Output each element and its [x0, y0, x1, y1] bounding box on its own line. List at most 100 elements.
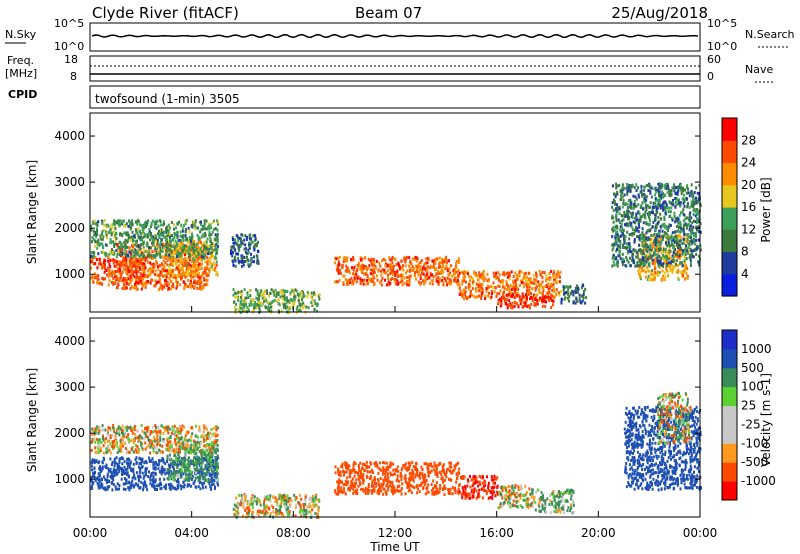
data-cell [92, 237, 95, 241]
data-cell [144, 258, 147, 262]
data-cell [434, 261, 437, 265]
data-cell [117, 249, 120, 253]
data-cell [525, 279, 527, 283]
data-cell [298, 302, 301, 306]
data-cell [168, 277, 171, 281]
data-cell [201, 271, 204, 275]
data-cell [240, 290, 243, 293]
data-cell [505, 283, 508, 286]
data-cell [680, 270, 683, 274]
data-cell [281, 297, 284, 301]
data-cell [634, 248, 637, 252]
data-cell [668, 246, 671, 250]
data-cell [94, 478, 97, 482]
data-cell [154, 279, 157, 283]
data-cell [239, 296, 242, 300]
data-cell [688, 194, 691, 198]
data-cell [153, 220, 156, 224]
data-cell [440, 257, 443, 261]
data-cell [687, 222, 690, 226]
data-cell [660, 251, 663, 255]
data-cell [647, 189, 650, 192]
data-cell [646, 243, 649, 247]
data-cell [303, 304, 306, 308]
data-cell [258, 301, 260, 304]
data-cell [263, 295, 266, 299]
data-cell [549, 296, 552, 300]
data-cell [104, 230, 107, 234]
data-cell [137, 233, 140, 237]
data-cell [197, 485, 200, 489]
data-cell [149, 261, 152, 265]
data-cell [93, 219, 96, 223]
data-cell [653, 270, 656, 274]
data-cell [579, 301, 582, 304]
data-cell [194, 244, 197, 248]
data-cell [154, 284, 157, 288]
data-cell [169, 270, 172, 274]
data-cell [141, 277, 144, 281]
data-cell [649, 276, 652, 280]
data-cell [684, 264, 687, 268]
data-cell [408, 281, 411, 285]
data-cell [653, 251, 656, 255]
data-cell [156, 238, 159, 242]
data-cell [121, 286, 124, 290]
data-cell [355, 272, 358, 276]
data-cell [421, 271, 423, 275]
data-cell [679, 201, 682, 205]
data-cell [384, 278, 386, 282]
data-cell [654, 252, 657, 256]
data-cell [655, 205, 658, 209]
data-cell [467, 284, 470, 288]
data-cell [459, 291, 462, 294]
data-cell [680, 192, 683, 196]
data-cell [675, 270, 678, 273]
data-cell [683, 263, 686, 267]
data-cell [413, 274, 416, 277]
data-cell [191, 243, 193, 247]
data-cell [206, 262, 209, 266]
data-cell [530, 292, 532, 296]
data-cell [660, 234, 663, 238]
data-cell [148, 248, 151, 252]
data-cell [404, 264, 407, 268]
data-cell [201, 254, 204, 258]
data-cell [161, 238, 163, 242]
data-cell [112, 261, 115, 265]
data-cell [187, 278, 190, 282]
data-cell [111, 269, 114, 273]
data-cell [302, 295, 305, 299]
data-cell [536, 302, 539, 306]
data-cell [276, 291, 278, 295]
data-cell [582, 296, 585, 300]
data-cell [629, 233, 632, 236]
data-cell [133, 275, 136, 279]
data-cell [120, 244, 123, 248]
data-cell [670, 243, 673, 247]
data-cell [187, 261, 190, 265]
data-cell [192, 264, 195, 268]
data-cell [619, 257, 622, 261]
data-cell [131, 476, 134, 480]
data-cell [544, 305, 547, 308]
data-cell [353, 275, 356, 278]
data-cell [403, 281, 406, 285]
data-cell [681, 252, 684, 256]
data-cell [387, 280, 390, 284]
data-cell [490, 284, 492, 288]
data-cell [124, 482, 127, 486]
data-cell [211, 221, 214, 225]
data-cell [678, 213, 681, 217]
data-cell [508, 285, 510, 289]
data-cell [372, 280, 375, 284]
data-cell [478, 282, 481, 286]
data-cell [109, 457, 112, 461]
data-cell [166, 246, 168, 250]
data-cell [352, 255, 354, 259]
data-cell [145, 282, 148, 286]
data-cell [244, 247, 247, 251]
data-cell [459, 292, 462, 296]
data-cell [684, 249, 686, 252]
data-cell [203, 244, 206, 248]
